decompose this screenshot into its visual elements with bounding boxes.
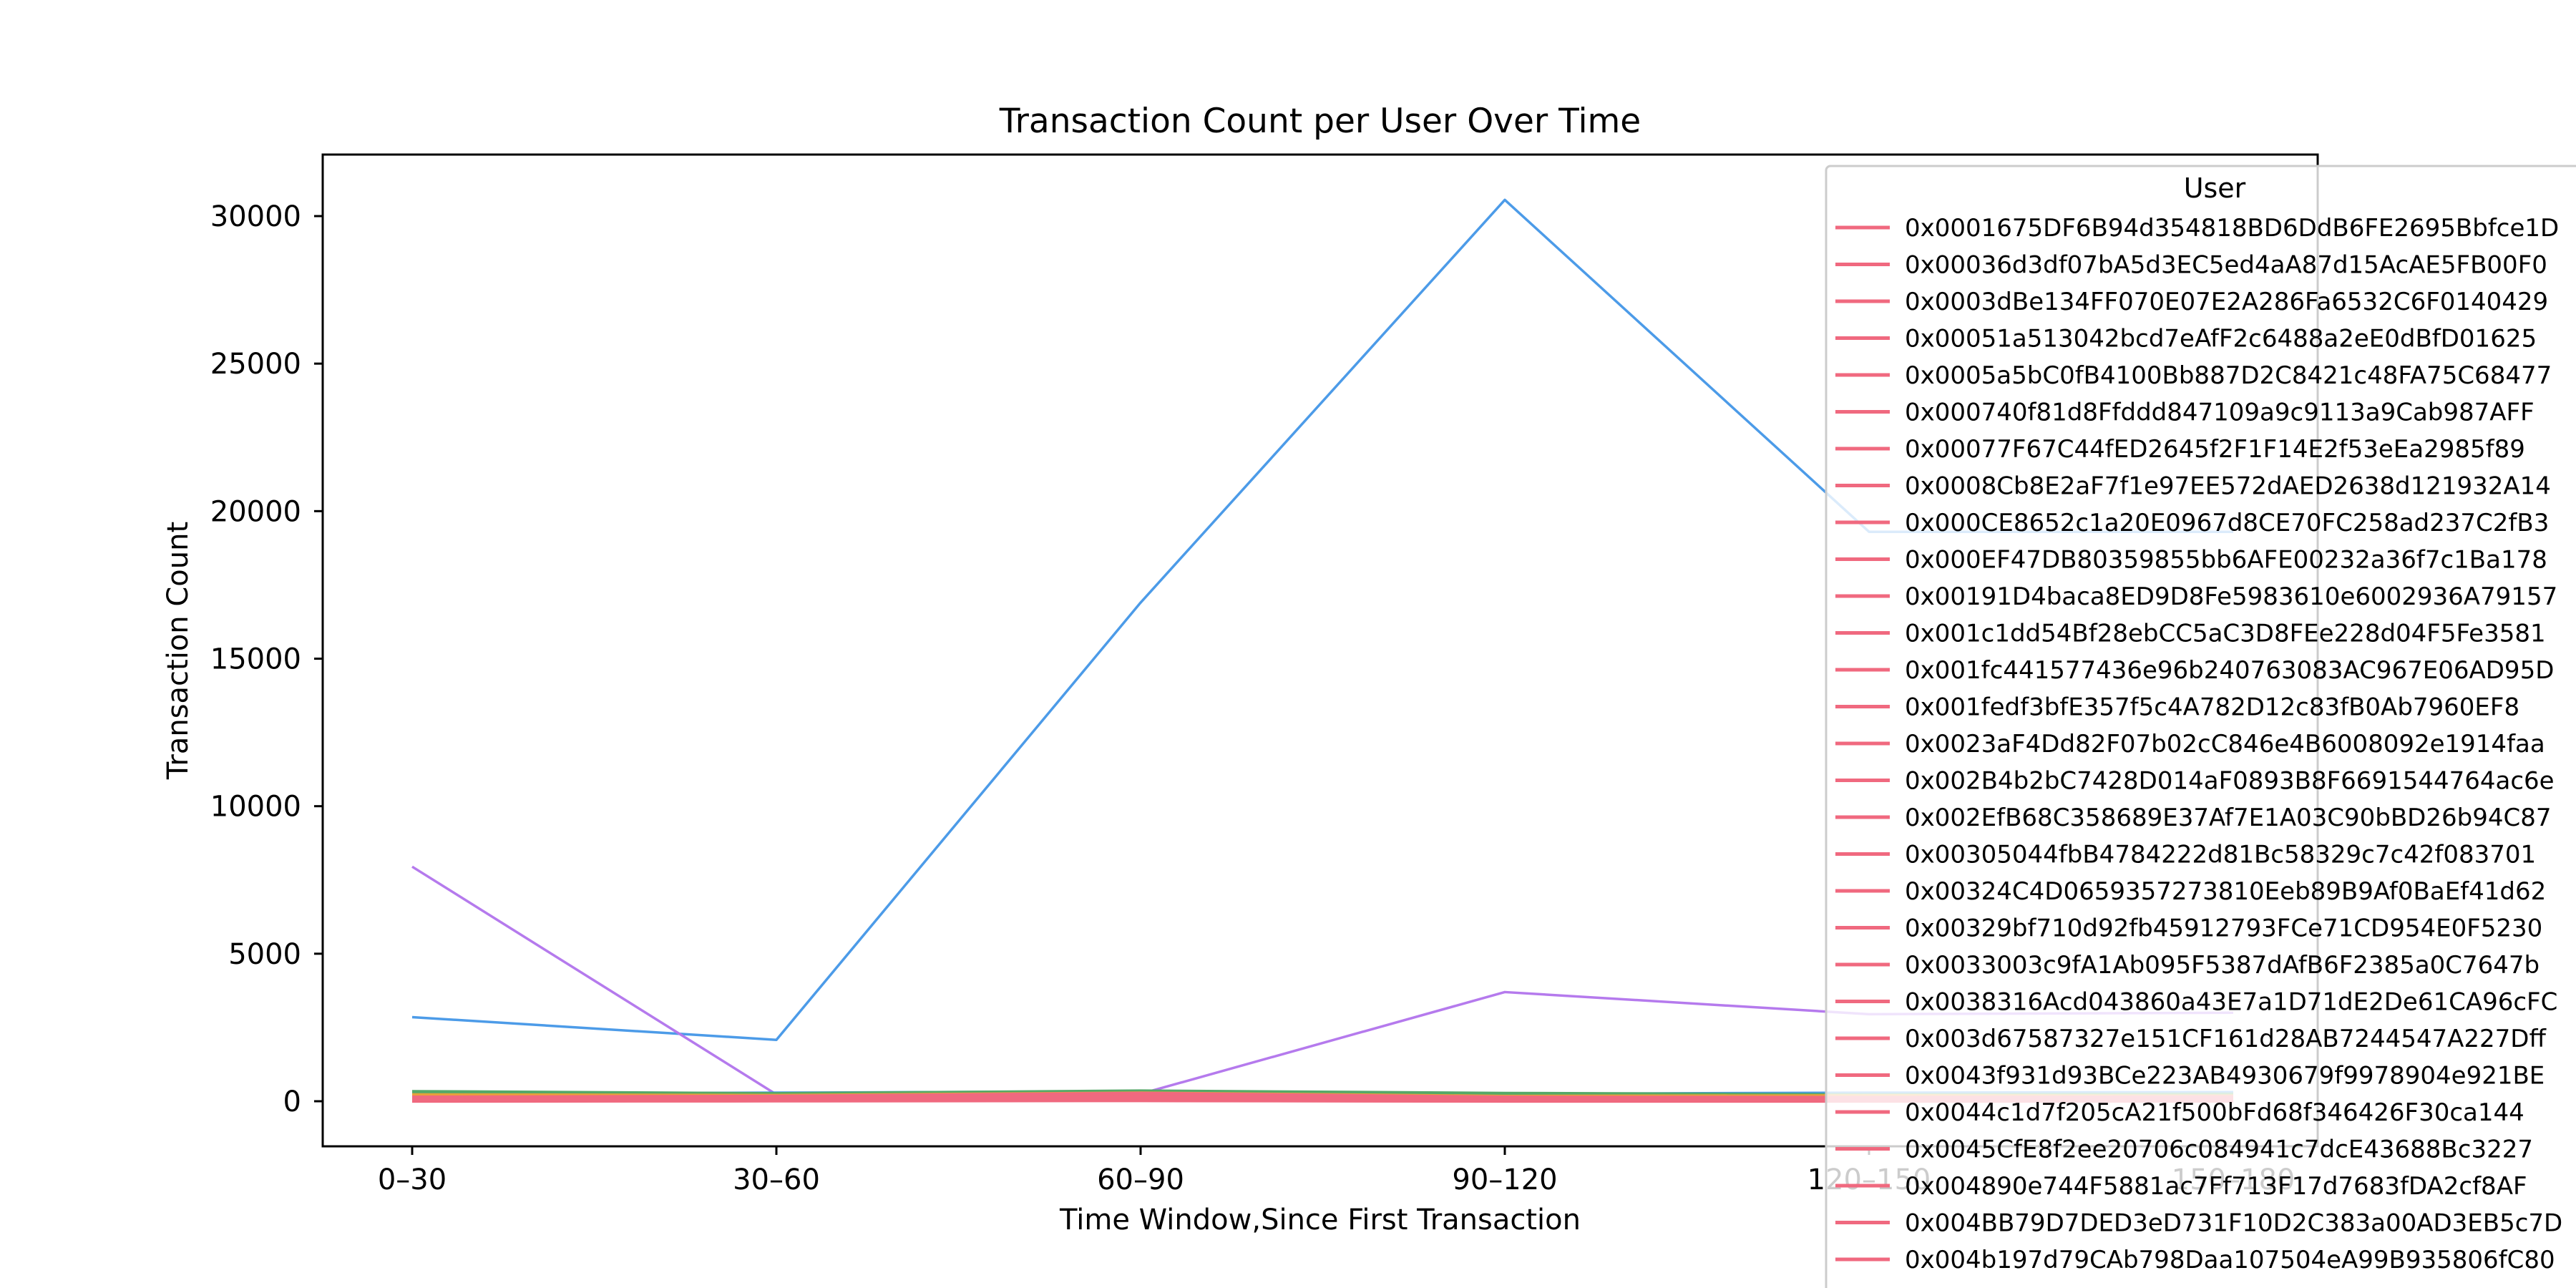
- legend-label: 0x00077F67C44fED2645f2F1F14E2f53eEa2985f…: [1905, 435, 2525, 464]
- legend-item: 0x000740f81d8Ffddd847109a9c9113a9Cab987A…: [1835, 399, 2534, 427]
- legend-item: 0x00329bf710d92fb45912793FCe71CD954E0F52…: [1835, 914, 2542, 943]
- legend-item: 0x0045CfE8f2ee20706c084941c7dcE43688Bc32…: [1835, 1136, 2533, 1164]
- chart-title: Transaction Count per User Over Time: [999, 102, 1641, 141]
- y-axis-label: Transaction Count: [162, 522, 195, 780]
- legend: User 0x0001675DF6B94d354818BD6DdB6FE2695…: [1825, 165, 2576, 1288]
- legend-label: 0x004b197d79CAb798Daa107504eA99B935806fC…: [1905, 1246, 2555, 1274]
- legend-item: 0x0038316Acd043860a43E7a1D71dE2De61CA96c…: [1835, 988, 2557, 1017]
- legend-label: 0x00051a513042bcd7eAfF2c6488a2eE0dBfD016…: [1905, 325, 2537, 353]
- legend-label: 0x004890e744F5881ac7Ff713F17d7683fDA2cf8…: [1905, 1172, 2527, 1201]
- x-tick-label: 0–30: [378, 1163, 447, 1196]
- legend-item: 0x00036d3df07bA5d3EC5ed4aA87d15AcAE5FB00…: [1835, 251, 2547, 280]
- y-tick-label: 20000: [210, 495, 301, 528]
- y-axis: 0 5000 10000 15000 20000 25000 30000: [210, 200, 323, 1118]
- legend-label: 0x00329bf710d92fb45912793FCe71CD954E0F52…: [1905, 914, 2542, 943]
- legend-label: 0x0038316Acd043860a43E7a1D71dE2De61CA96c…: [1905, 988, 2557, 1017]
- x-tick-label: 30–60: [733, 1163, 820, 1196]
- legend-label: 0x001c1dd54Bf28ebCC5aC3D8FEe228d04F5Fe35…: [1905, 620, 2546, 648]
- legend-item: 0x00191D4baca8ED9D8Fe5983610e6002936A791…: [1835, 582, 2557, 611]
- y-tick-label: 5000: [228, 938, 301, 971]
- legend-item: 0x00051a513042bcd7eAfF2c6488a2eE0dBfD016…: [1835, 325, 2537, 353]
- legend-label: 0x002B4b2bC7428D014aF0893B8F6691544764ac…: [1905, 767, 2555, 796]
- legend-item: 0x00305044fbB4784222d81Bc58329c7c42f0837…: [1835, 841, 2536, 869]
- y-tick-label: 15000: [210, 643, 301, 676]
- legend-item: 0x0005a5bC0fB4100Bb887D2C8421c48FA75C684…: [1835, 361, 2552, 390]
- y-tick-label: 0: [283, 1085, 301, 1118]
- legend-label: 0x001fedf3bfE357f5c4A782D12c83fB0Ab7960E…: [1905, 693, 2519, 722]
- legend-label: 0x0003dBe134FF070E07E2A286Fa6532C6F01404…: [1905, 288, 2548, 316]
- x-tick-label: 60–90: [1097, 1163, 1184, 1196]
- legend-label: 0x001fc441577436e96b240763083AC967E06AD9…: [1905, 656, 2554, 685]
- legend-item: 0x0003dBe134FF070E07E2A286Fa6532C6F01404…: [1835, 288, 2548, 316]
- legend-item: 0x004890e744F5881ac7Ff713F17d7683fDA2cf8…: [1835, 1172, 2527, 1201]
- legend-title: User: [2184, 172, 2246, 204]
- legend-item: 0x001c1dd54Bf28ebCC5aC3D8FEe228d04F5Fe35…: [1835, 620, 2546, 648]
- legend-item: 0x000EF47DB80359855bb6AFE00232a36f7c1Ba1…: [1835, 546, 2547, 575]
- legend-label: 0x0043f931d93BCe223AB4930679f9978904e921…: [1905, 1062, 2545, 1091]
- legend-item: 0x004BB79D7DED3eD731F10D2C383a00AD3EB5c7…: [1835, 1209, 2562, 1238]
- legend-item: 0x002B4b2bC7428D014aF0893B8F6691544764ac…: [1835, 767, 2555, 796]
- x-axis-label: Time Window,Since First Transaction: [1059, 1204, 1581, 1236]
- legend-label: 0x000CE8652c1a20E0967d8CE70FC258ad237C2f…: [1905, 509, 2549, 537]
- legend-label: 0x002EfB68C358689E37Af7E1A03C90bBD26b94C…: [1905, 804, 2551, 832]
- legend-label: 0x00305044fbB4784222d81Bc58329c7c42f0837…: [1905, 841, 2536, 869]
- legend-label: 0x00324C4D0659357273810Eeb89B9Af0BaEf41d…: [1905, 877, 2546, 906]
- legend-item: 0x000CE8652c1a20E0967d8CE70FC258ad237C2f…: [1835, 509, 2549, 537]
- legend-item: 0x0008Cb8E2aF7f1e97EE572dAED2638d121932A…: [1835, 472, 2551, 501]
- legend-label: 0x0023aF4Dd82F07b02cC846e4B6008092e1914f…: [1905, 730, 2545, 758]
- plot-area: [411, 198, 2234, 1103]
- legend-item: 0x00077F67C44fED2645f2F1F14E2f53eEa2985f…: [1835, 435, 2525, 464]
- legend-item: 0x003d67587327e151CF161d28AB7244547A227D…: [1835, 1025, 2547, 1053]
- legend-label: 0x0008Cb8E2aF7f1e97EE572dAED2638d121932A…: [1905, 472, 2551, 501]
- legend-item: 0x0033003c9fA1Ab095F5387dAfB6F2385a0C764…: [1835, 951, 2540, 980]
- legend-item: 0x0001675DF6B94d354818BD6DdB6FE2695Bbfce…: [1835, 214, 2559, 243]
- legend-label: 0x0033003c9fA1Ab095F5387dAfB6F2385a0C764…: [1905, 951, 2540, 980]
- legend-item: 0x001fc441577436e96b240763083AC967E06AD9…: [1835, 656, 2554, 685]
- legend-label: 0x0045CfE8f2ee20706c084941c7dcE43688Bc32…: [1905, 1136, 2533, 1164]
- x-tick-label: 90–120: [1452, 1163, 1557, 1196]
- legend-item: 0x0023aF4Dd82F07b02cC846e4B6008092e1914f…: [1835, 730, 2545, 758]
- legend-label: 0x004BB79D7DED3eD731F10D2C383a00AD3EB5c7…: [1905, 1209, 2562, 1238]
- legend-box: [1825, 165, 2576, 1288]
- legend-item: 0x002EfB68C358689E37Af7E1A03C90bBD26b94C…: [1835, 804, 2551, 832]
- legend-item: 0x0043f931d93BCe223AB4930679f9978904e921…: [1835, 1062, 2545, 1091]
- legend-label: 0x00036d3df07bA5d3EC5ed4aA87d15AcAE5FB00…: [1905, 251, 2547, 280]
- legend-item: 0x0044c1d7f205cA21f500bFd68f346426F30ca1…: [1835, 1098, 2524, 1127]
- legend-label: 0x003d67587327e151CF161d28AB7244547A227D…: [1905, 1025, 2547, 1053]
- legend-entries: 0x0001675DF6B94d354818BD6DdB6FE2695Bbfce…: [1835, 214, 2562, 1274]
- legend-label: 0x000EF47DB80359855bb6AFE00232a36f7c1Ba1…: [1905, 546, 2547, 575]
- legend-item: 0x004b197d79CAb798Daa107504eA99B935806fC…: [1835, 1246, 2555, 1274]
- legend-label: 0x0001675DF6B94d354818BD6DdB6FE2695Bbfce…: [1905, 214, 2559, 243]
- y-tick-label: 30000: [210, 200, 301, 233]
- legend-label: 0x0005a5bC0fB4100Bb887D2C8421c48FA75C684…: [1905, 361, 2552, 390]
- y-tick-label: 25000: [210, 348, 301, 381]
- legend-label: 0x000740f81d8Ffddd847109a9c9113a9Cab987A…: [1905, 399, 2534, 427]
- legend-label: 0x00191D4baca8ED9D8Fe5983610e6002936A791…: [1905, 582, 2557, 611]
- y-tick-label: 10000: [210, 791, 301, 824]
- legend-item: 0x001fedf3bfE357f5c4A782D12c83fB0Ab7960E…: [1835, 693, 2519, 722]
- legend-label: 0x0044c1d7f205cA21f500bFd68f346426F30ca1…: [1905, 1098, 2524, 1127]
- legend-item: 0x00324C4D0659357273810Eeb89B9Af0BaEf41d…: [1835, 877, 2546, 906]
